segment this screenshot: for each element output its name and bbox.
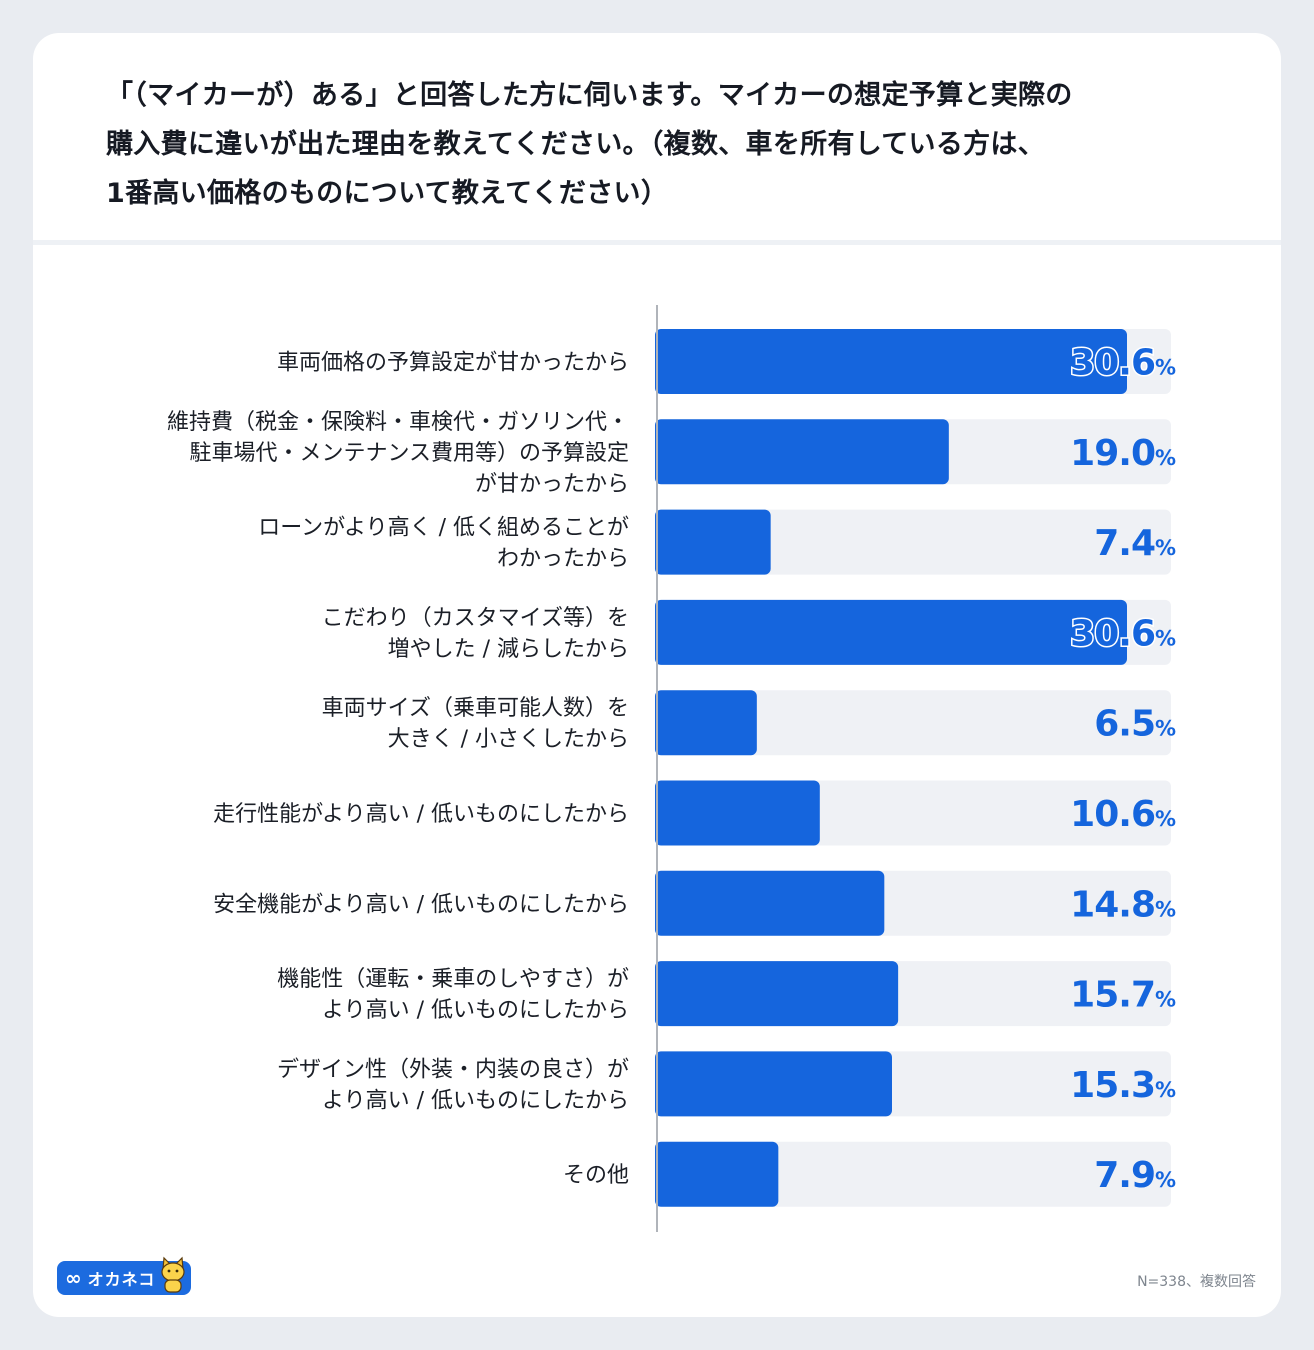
category-label: 増やした / 減らしたから	[388, 637, 629, 662]
bar	[655, 690, 757, 756]
chart-title: 「（マイカーが）ある」と回答した方に伺います。マイカーの想定予算と実際の 購入費…	[106, 71, 1216, 218]
value-label: 15.7	[1070, 975, 1155, 1016]
bar	[655, 1141, 779, 1207]
value-unit: %	[1155, 626, 1176, 650]
category-label: 機能性（運転・乗車のしやすさ）が	[277, 967, 629, 992]
value-unit: %	[1155, 717, 1176, 741]
value-unit: %	[1155, 446, 1176, 470]
value-unit: %	[1155, 356, 1176, 380]
bar	[655, 870, 885, 936]
category-label: デザイン性（外装・内装の良さ）が	[277, 1057, 629, 1082]
value-label: 30.6	[1070, 613, 1155, 654]
bar	[655, 1051, 892, 1117]
value-unit: %	[1155, 1168, 1176, 1192]
sample-note: N=338、複数回答	[1137, 1274, 1256, 1290]
category-label: 大きく / 小さくしたから	[388, 727, 629, 752]
category-label: その他	[563, 1163, 629, 1188]
value-unit: %	[1155, 1078, 1176, 1102]
value-label: 30.6	[1070, 343, 1155, 384]
title-line: 購入費に違いが出た理由を教えてください。（複数、車を所有している方は、	[106, 129, 1046, 160]
category-label: より高い / 低いものにしたから	[322, 1088, 629, 1113]
category-label: 車両サイズ（乗車可能人数）を	[322, 696, 629, 721]
title-divider	[33, 240, 1281, 245]
value-label: 10.6	[1070, 794, 1155, 835]
value-unit: %	[1155, 897, 1176, 921]
category-label: より高い / 低いものにしたから	[322, 998, 629, 1023]
value-unit: %	[1155, 536, 1176, 560]
category-label: ローンがより高く / 低く組めることが	[258, 516, 629, 541]
okaneko-logo: ∞ オカネコ	[57, 1256, 191, 1295]
bar	[655, 509, 771, 575]
bar-track	[657, 1141, 1171, 1207]
value-unit: %	[1155, 988, 1176, 1012]
bar-track	[657, 690, 1171, 756]
category-label: 走行性能がより高い / 低いものにしたから	[213, 802, 629, 827]
value-label: 6.5	[1094, 704, 1155, 745]
bar	[655, 419, 949, 485]
bar	[655, 961, 899, 1027]
bar	[655, 329, 1127, 394]
value-label: 7.9	[1094, 1155, 1155, 1196]
title-line: 1番高い価格のものについて教えてください）	[106, 178, 669, 209]
bar	[655, 780, 820, 846]
title-line: 「（マイカーが）ある」と回答した方に伺います。マイカーの想定予算と実際の	[106, 80, 1073, 111]
bar-track	[657, 509, 1171, 575]
bar-chart: 車両価格の予算設定が甘かったから 30.6 % 維持費（税金・保険料・車検代・ガソリン…	[167, 305, 1176, 1232]
cat-mascot-icon	[161, 1256, 185, 1293]
category-label: 駐車場代・メンテナンス費用等）の予算設定	[189, 441, 629, 466]
category-label: 維持費（税金・保険料・車検代・ガソリン代・	[167, 410, 629, 435]
infinity-icon: ∞	[65, 1266, 82, 1290]
category-label: 安全機能がより高い / 低いものにしたから	[213, 892, 629, 917]
chart-card: 「（マイカーが）ある」と回答した方に伺います。マイカーの想定予算と実際の 購入費…	[33, 33, 1281, 1317]
value-label: 14.8	[1070, 884, 1155, 925]
value-unit: %	[1155, 807, 1176, 831]
category-label: が甘かったから	[475, 472, 629, 497]
value-label: 7.4	[1094, 523, 1155, 564]
category-label: わかったから	[497, 547, 629, 572]
category-label: 車両価格の予算設定が甘かったから	[277, 351, 629, 376]
value-label: 19.0	[1070, 433, 1155, 474]
logo-text: オカネコ	[87, 1270, 156, 1289]
category-label: こだわり（カスタマイズ等）を	[322, 606, 629, 631]
bar	[655, 599, 1127, 665]
value-label: 15.3	[1070, 1065, 1155, 1106]
